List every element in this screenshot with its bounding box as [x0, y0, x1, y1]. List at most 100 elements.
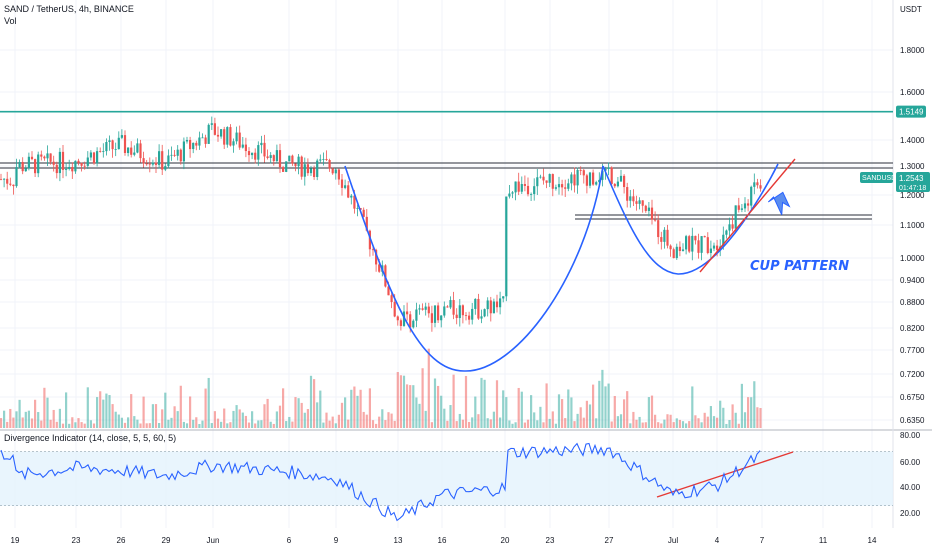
price-tick-label: 0.6750 — [900, 393, 925, 402]
candle-body — [514, 181, 517, 193]
time-tick-label: 27 — [605, 536, 614, 545]
volume-bar — [173, 406, 176, 428]
volume-bar — [709, 406, 712, 428]
volume-bar — [300, 402, 303, 428]
candle-body — [232, 141, 235, 146]
volume-bar — [728, 420, 731, 428]
volume-bar — [365, 414, 368, 428]
price-unit-label: USDT — [900, 5, 922, 14]
candle-body — [598, 179, 601, 183]
candle-body — [278, 150, 282, 168]
volume-bar — [127, 417, 130, 428]
volume-bar — [161, 409, 164, 428]
candle-body — [158, 151, 161, 165]
candle-body — [700, 236, 703, 253]
divergence-line — [0, 442, 761, 522]
candle-body — [387, 286, 390, 296]
candle-body — [542, 176, 545, 181]
drawings[interactable] — [344, 158, 796, 498]
candle-body — [285, 161, 288, 172]
candle-body — [725, 230, 728, 235]
candle-body — [750, 186, 753, 206]
candle-body — [641, 200, 644, 206]
candle-body — [632, 196, 635, 202]
volume-bar — [446, 420, 449, 428]
candle-body — [185, 140, 189, 142]
volume-bar — [424, 410, 427, 428]
candle-body — [508, 193, 511, 197]
volume-bar — [753, 381, 756, 428]
candle-body — [390, 295, 393, 303]
volume-bar — [133, 416, 136, 428]
volume-bar — [282, 388, 285, 428]
candle-body — [650, 207, 654, 220]
volume-bar — [86, 387, 89, 428]
volume-bar — [613, 395, 616, 428]
price-tick-label: 0.7200 — [900, 370, 925, 379]
volume-bar — [691, 386, 694, 428]
volume-bar — [27, 410, 30, 428]
volume-bar — [437, 385, 440, 428]
volume-bar — [471, 417, 474, 428]
volume-bar — [105, 393, 108, 428]
candle-body — [561, 184, 564, 188]
candle-body — [12, 184, 15, 187]
horizontal-levels[interactable] — [0, 110, 893, 220]
candle-body — [430, 313, 433, 323]
candle-body — [96, 151, 99, 164]
candle-body — [179, 149, 182, 162]
candle-body — [458, 305, 461, 319]
candle-body — [592, 172, 595, 185]
candle-body — [691, 235, 694, 252]
volume-bar — [297, 398, 300, 428]
candle-body — [201, 137, 204, 139]
candle-body — [247, 151, 251, 156]
candle-body — [49, 153, 52, 162]
volume-bar — [666, 414, 669, 428]
candle-body — [337, 169, 340, 180]
candle-body — [6, 178, 9, 184]
volume-bar — [0, 418, 3, 428]
candle-body — [657, 220, 660, 238]
candle-body — [526, 185, 530, 195]
volume-bar — [564, 418, 567, 428]
volume-bar — [486, 418, 489, 428]
candle-body — [638, 200, 641, 204]
candle-body — [316, 160, 319, 177]
volume-bar — [694, 415, 697, 428]
axes: 1.8000 1.6000 1.4000 1.3000 1.2000 1.1000 1.00… — [11, 5, 925, 545]
time-tick-label: 13 — [394, 536, 403, 545]
candle-body — [716, 245, 719, 251]
volume-bar — [229, 422, 232, 428]
volume-bar — [68, 423, 71, 428]
candle-body — [288, 155, 291, 162]
volume-bar — [263, 404, 266, 428]
volume-bar — [669, 414, 672, 428]
volume-bar — [375, 423, 378, 428]
volume-bar — [554, 423, 557, 428]
volume-bar — [539, 406, 542, 428]
candle-body — [424, 306, 427, 310]
volume-bar — [409, 385, 412, 428]
volume-bar — [303, 412, 306, 428]
volume-bar — [344, 397, 347, 428]
volume-bar — [551, 411, 554, 428]
volume-bar — [731, 404, 734, 428]
candle-body — [167, 155, 170, 167]
indicator-tick-label: 40.00 — [900, 483, 921, 492]
candle-body — [753, 182, 756, 187]
candle-body — [421, 308, 424, 310]
candle-body — [297, 156, 300, 167]
candle-body — [613, 183, 616, 187]
candle-body — [223, 129, 226, 145]
volume-bar — [306, 409, 309, 428]
candle-body — [678, 246, 681, 251]
volume-bar — [641, 422, 644, 428]
candle-body — [92, 152, 96, 164]
volume-bar — [703, 412, 706, 428]
volume-bar — [719, 400, 722, 428]
volume-bar — [331, 416, 334, 428]
volume-bar — [201, 420, 204, 428]
